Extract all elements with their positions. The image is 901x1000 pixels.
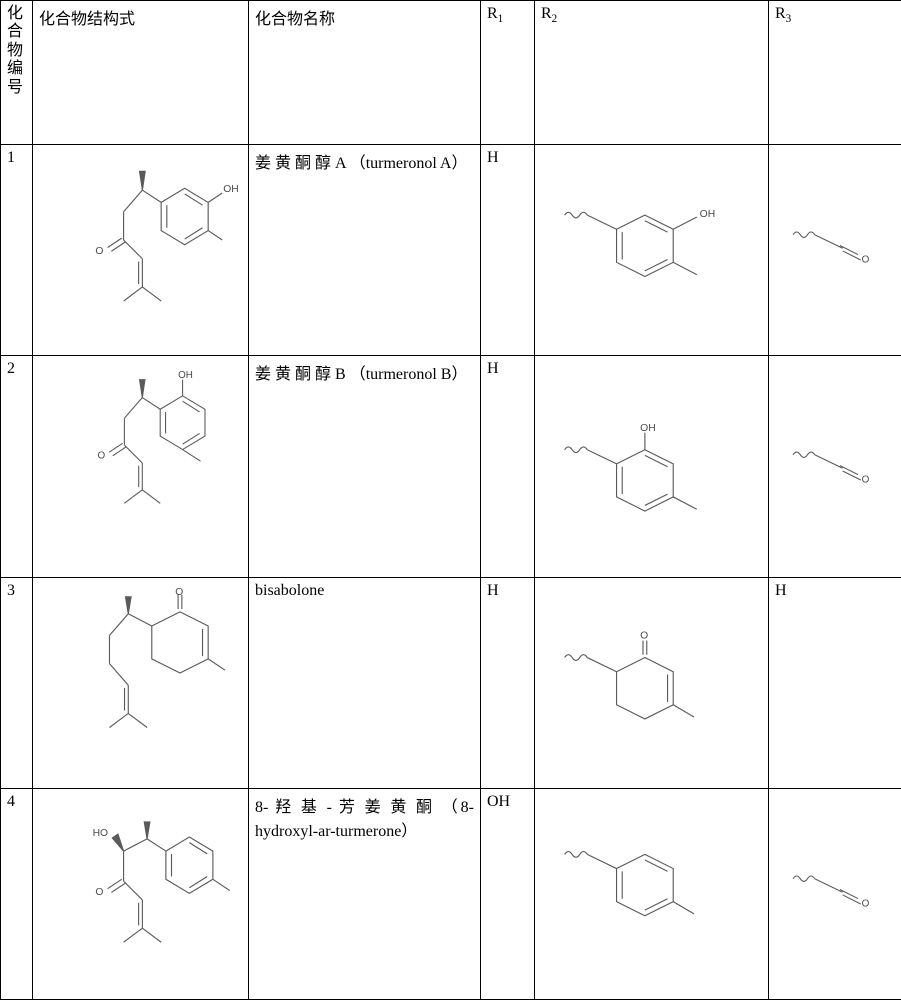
name-cell: 姜 黄 酮 醇 B （turmeronol B） xyxy=(249,356,481,578)
r2-cell: OH xyxy=(535,145,769,356)
r3-cell: O xyxy=(769,356,901,578)
table-row: 1 xyxy=(1,145,901,356)
structure-icon: O xyxy=(39,582,242,779)
svg-text:O: O xyxy=(175,587,183,598)
name-cell: 8- 羟 基 - 芳 姜 黄 酮 （8-hydroxyl-ar-turmeron… xyxy=(249,788,481,999)
r3-cell: H xyxy=(769,577,901,788)
hdr-structure: 化合物结构式 xyxy=(33,1,249,145)
row-number: 2 xyxy=(1,356,33,578)
hdr-number: 化合物编号 xyxy=(1,1,33,145)
r1-cell: OH xyxy=(481,788,535,999)
r2-cell: O xyxy=(535,577,769,788)
r2-icon xyxy=(541,793,762,988)
structure-cell: HO O xyxy=(33,788,249,999)
structure-icon: OH O xyxy=(39,360,242,557)
svg-text:OH: OH xyxy=(178,370,193,381)
r3-cell: O xyxy=(769,788,901,999)
structure-cell: OH O xyxy=(33,356,249,578)
structure-icon: OH O xyxy=(39,149,242,346)
table-row: 4 xyxy=(1,788,901,999)
r2-cell: OH xyxy=(535,356,769,578)
r2-cell xyxy=(535,788,769,999)
r2-icon: OH xyxy=(541,149,762,344)
r2-icon: OH xyxy=(541,360,762,568)
r1-cell: H xyxy=(481,145,535,356)
r3-icon: O xyxy=(775,793,895,979)
name-cell: bisabolone xyxy=(249,577,481,788)
row-number: 4 xyxy=(1,788,33,999)
r3-icon: O xyxy=(775,360,895,558)
svg-text:O: O xyxy=(640,630,648,641)
svg-text:O: O xyxy=(98,451,106,462)
r3-cell: O xyxy=(769,145,901,356)
hdr-number-text: 化合物编号 xyxy=(7,5,26,97)
svg-text:O: O xyxy=(95,887,103,898)
row-number: 1 xyxy=(1,145,33,356)
hdr-r2: R2 xyxy=(535,1,769,145)
r3-icon: O xyxy=(775,149,895,335)
svg-text:OH: OH xyxy=(700,209,716,220)
name-cell: 姜 黄 酮 醇 A （turmeronol A） xyxy=(249,145,481,356)
structure-cell: OH O xyxy=(33,145,249,356)
svg-text:O: O xyxy=(862,475,870,486)
table-row: 3 xyxy=(1,577,901,788)
table-row: 2 xyxy=(1,356,901,578)
hdr-name: 化合物名称 xyxy=(249,1,481,145)
table-header-row: 化合物编号 化合物结构式 化合物名称 R1 R2 R3 xyxy=(1,1,901,145)
svg-text:O: O xyxy=(862,898,870,909)
svg-text:O: O xyxy=(95,246,103,257)
row-number: 3 xyxy=(1,577,33,788)
hdr-r3: R3 xyxy=(769,1,901,145)
r2-icon: O xyxy=(541,582,762,777)
svg-text:O: O xyxy=(862,255,870,266)
structure-icon: HO O xyxy=(39,793,242,990)
r1-cell: H xyxy=(481,356,535,578)
svg-text:OH: OH xyxy=(640,423,656,434)
svg-text:OH: OH xyxy=(223,184,239,195)
compound-table: 化合物编号 化合物结构式 化合物名称 R1 R2 R3 1 xyxy=(0,0,901,1000)
r1-cell: H xyxy=(481,577,535,788)
hdr-r1: R1 xyxy=(481,1,535,145)
svg-text:HO: HO xyxy=(93,828,109,839)
structure-cell: O xyxy=(33,577,249,788)
